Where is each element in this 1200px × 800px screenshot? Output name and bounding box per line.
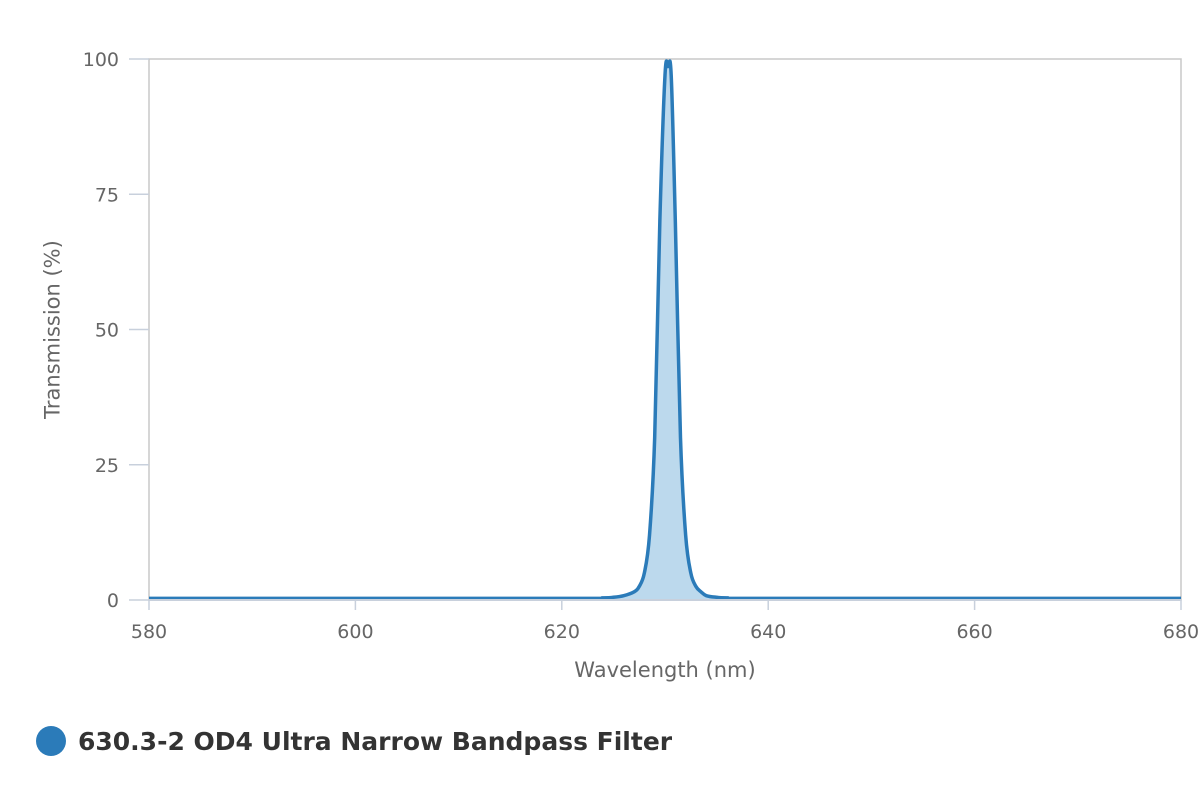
- x-tick-label: 680: [1163, 621, 1199, 643]
- legend-marker: [36, 726, 66, 756]
- y-tick-label: 25: [95, 455, 119, 477]
- series-0-line[interactable]: [148, 59, 1182, 601]
- x-tick-label: 620: [544, 621, 580, 643]
- series-0-area: [149, 60, 1181, 601]
- y-tick-label: 0: [107, 590, 119, 612]
- y-axis-title: Transmission (%): [40, 240, 64, 420]
- legend[interactable]: 630.3-2 OD4 Ultra Narrow Bandpass Filter: [36, 726, 672, 756]
- x-tick-label: 580: [131, 621, 167, 643]
- x-tick-label: 660: [956, 621, 992, 643]
- axes: 580 600 620 640 660 680 0 25 50 75 100: [83, 49, 1199, 643]
- y-tick-label: 100: [83, 49, 119, 71]
- series-layer: [148, 59, 1182, 601]
- x-axis-title: Wavelength (nm): [574, 658, 755, 682]
- x-tick-label: 600: [337, 621, 373, 643]
- transmission-chart: 580 600 620 640 660 680 0 25 50 75 100 Wavelength …: [40, 49, 1199, 682]
- x-tick-label: 640: [750, 621, 786, 643]
- legend-label: 630.3-2 OD4 Ultra Narrow Bandpass Filter: [78, 726, 673, 756]
- y-tick-label: 75: [95, 184, 119, 206]
- y-tick-label: 50: [95, 320, 119, 342]
